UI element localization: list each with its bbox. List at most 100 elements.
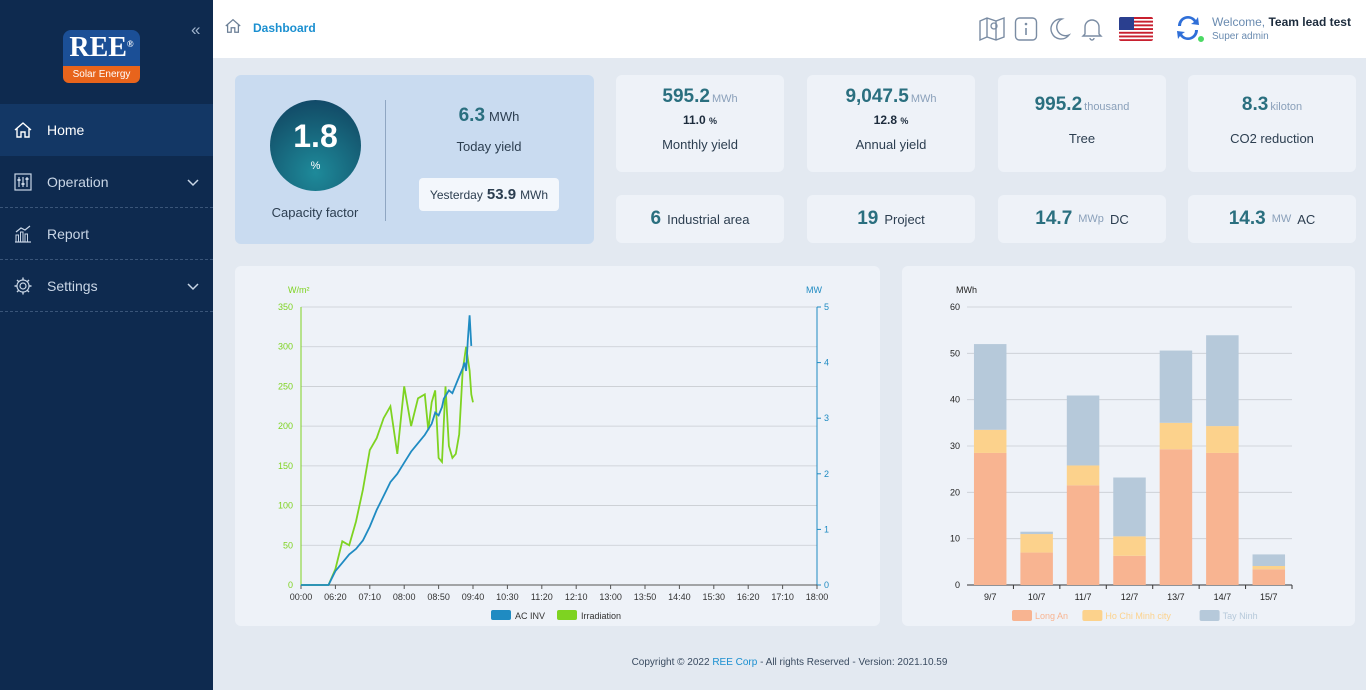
x-tick: 00:00 xyxy=(290,592,313,602)
x-tick: 9/7 xyxy=(984,592,997,602)
legend-swatch xyxy=(1082,610,1103,621)
x-tick: 13/7 xyxy=(1167,592,1185,602)
top-bar: Dashboard Welcome, Team lead test Super … xyxy=(213,0,1366,58)
ac-label: AC xyxy=(1297,211,1316,227)
y-tick: 20 xyxy=(950,487,960,497)
sidebar-item-operation[interactable]: Operation xyxy=(0,156,213,208)
co2-value: 8.3 xyxy=(1241,94,1269,115)
dark-mode-icon[interactable] xyxy=(1047,16,1072,47)
industrial-area-card: 6 Industrial area xyxy=(616,195,784,243)
breadcrumb[interactable]: Dashboard xyxy=(253,21,316,35)
yesterday-value: 53.9 xyxy=(486,186,517,203)
annual-yield-percent: 12.8 xyxy=(873,113,897,127)
left-axis-unit: W/m² xyxy=(288,285,310,295)
capacity-factor-value: 1.8 xyxy=(293,118,338,154)
series-line-ac-inv xyxy=(301,315,473,586)
us-flag-icon[interactable] xyxy=(1119,17,1153,41)
y-tick: 0 xyxy=(955,580,960,590)
left-y-tick: 250 xyxy=(278,381,293,391)
tree-unit: thousand xyxy=(1084,101,1130,113)
x-tick: 13:50 xyxy=(634,592,657,602)
right-y-tick: 1 xyxy=(824,524,829,534)
x-tick: 15/7 xyxy=(1260,592,1278,602)
power-irradiation-chart-panel: W/m² MW 0 50 100 150 200 250 300 350 0 1 2 3 4 5 00:00 06… xyxy=(235,266,880,626)
industrial-area-value: 6 xyxy=(650,208,662,229)
user-role: Super admin xyxy=(1212,31,1269,42)
sidebar-item-label: Report xyxy=(47,225,90,242)
legend-swatch xyxy=(491,610,511,620)
settings-icon xyxy=(12,275,34,297)
bell-icon[interactable] xyxy=(1080,16,1104,47)
tree-card: 995.2 thousand Tree xyxy=(998,75,1166,172)
bar-segment xyxy=(1020,534,1053,553)
right-y-tick: 4 xyxy=(824,358,829,368)
home-icon xyxy=(12,119,34,141)
left-y-tick: 200 xyxy=(278,421,293,431)
user-name: Team lead test xyxy=(1268,15,1351,29)
legend-label: Tay Ninh xyxy=(1223,611,1258,621)
sidebar-nav: Home Operation Report Settings xyxy=(0,104,213,312)
x-tick: 18:00 xyxy=(806,592,829,602)
left-y-tick: 100 xyxy=(278,501,293,511)
collapse-sidebar-icon[interactable]: « xyxy=(191,20,201,39)
legend-label: Irradiation xyxy=(581,611,621,621)
x-tick: 16:20 xyxy=(737,592,760,602)
x-tick: 17:10 xyxy=(771,592,794,602)
power-irradiation-chart: W/m² MW 0 50 100 150 200 250 300 350 0 1 2 3 4 5 00:00 06… xyxy=(278,285,829,621)
bar-segment xyxy=(1020,552,1053,585)
legend-swatch xyxy=(1199,610,1220,621)
monthly-yield-value: 595.2 xyxy=(662,86,710,107)
legend-swatch xyxy=(557,610,577,620)
y-tick: 30 xyxy=(950,441,960,451)
bar-segment xyxy=(1113,555,1146,585)
sidebar-item-report[interactable]: Report xyxy=(0,208,213,260)
x-tick: 08:50 xyxy=(427,592,450,602)
dc-label: DC xyxy=(1109,211,1129,227)
co2-card: 8.3 kiloton CO2 reduction xyxy=(1188,75,1356,172)
annual-yield-label: Annual yield xyxy=(855,137,927,152)
map-icon[interactable] xyxy=(978,16,1006,47)
x-tick: 10:30 xyxy=(496,592,519,602)
company-link[interactable]: REE Corp xyxy=(712,657,758,668)
dc-value: 14.7 xyxy=(1035,208,1073,229)
bar-segment xyxy=(1252,566,1286,570)
welcome-text: Welcome, Team lead test xyxy=(1212,15,1351,29)
bar-segment xyxy=(1066,465,1100,486)
right-y-tick: 0 xyxy=(824,580,829,590)
sidebar-item-home[interactable]: Home xyxy=(0,104,213,156)
operation-icon xyxy=(12,171,34,193)
percent-unit: % xyxy=(900,116,909,126)
avatar[interactable] xyxy=(1172,12,1205,44)
tree-value: 995.2 xyxy=(1034,94,1083,115)
percent-unit: % xyxy=(709,116,718,126)
bar-segment xyxy=(1252,569,1286,585)
annual-yield-card: 9,047.5 MWh 12.8 % Annual yield xyxy=(807,75,975,172)
y-tick: 60 xyxy=(950,302,960,312)
left-y-tick: 0 xyxy=(288,580,293,590)
legend-label: Long An xyxy=(1035,611,1068,621)
ac-unit: MW xyxy=(1271,213,1292,225)
chevron-down-icon xyxy=(187,278,199,294)
capacity-factor-label: Capacity factor xyxy=(271,205,359,220)
daily-yield-chart-panel: MWh 0 10 20 30 40 50 60 9/7 10/7 11/7 12/7 13/7 14/7 1… xyxy=(902,266,1355,626)
report-icon xyxy=(12,223,34,245)
x-tick: 11/7 xyxy=(1075,592,1092,602)
bar-segment xyxy=(973,452,1007,585)
bar-segment xyxy=(1066,485,1100,585)
sidebar-item-settings[interactable]: Settings xyxy=(0,260,213,312)
online-status-dot xyxy=(1197,35,1205,43)
today-yield-unit: MWh xyxy=(489,109,520,124)
annual-yield-unit: MWh xyxy=(910,93,937,105)
bar-segment xyxy=(1066,395,1100,466)
info-icon[interactable] xyxy=(1014,16,1038,47)
x-tick: 12/7 xyxy=(1121,592,1139,602)
co2-label: CO2 reduction xyxy=(1230,131,1314,146)
breadcrumb-home-icon[interactable] xyxy=(224,17,242,40)
logo-subtitle: Solar Energy xyxy=(63,66,140,83)
yesterday-yield-box: Yesterday 53.9 MWh xyxy=(419,178,559,211)
project-label: Project xyxy=(884,211,925,227)
dc-capacity-card: 14.7 MWp DC xyxy=(998,195,1166,243)
footer: Copyright © 2022 REE Corp - All rights R… xyxy=(213,657,1366,668)
ree-logo[interactable]: REE® Solar Energy xyxy=(59,30,144,86)
logo-registered: ® xyxy=(126,39,134,49)
